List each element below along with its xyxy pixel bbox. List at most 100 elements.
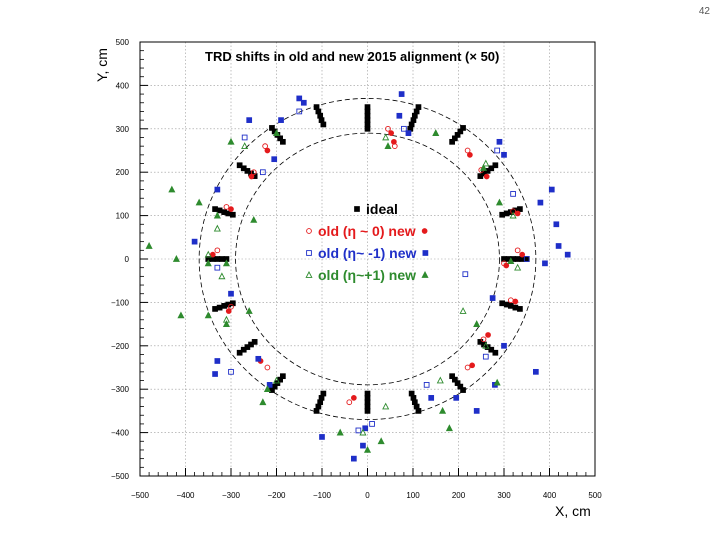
new-eta0-point	[391, 138, 397, 145]
new-eta-minus1-point	[496, 138, 503, 145]
new-eta-plus1-point	[363, 445, 372, 453]
ideal-point	[216, 304, 223, 311]
old-eta-plus1-point-group	[204, 133, 522, 436]
ideal-point	[219, 256, 225, 262]
ideal-point	[225, 210, 232, 217]
new-eta0-point	[519, 251, 526, 258]
x-tick-label: 100	[406, 491, 420, 500]
old-eta0-point	[346, 399, 353, 406]
old-eta-minus1-point	[423, 382, 430, 388]
old-eta-plus1-point	[272, 376, 281, 384]
y-tick-label: −100	[111, 298, 130, 307]
new-eta-plus1-point	[493, 378, 501, 386]
new-eta-plus1-point	[473, 320, 481, 327]
new-eta-minus1-point	[214, 358, 221, 364]
x-tick-label: 200	[452, 491, 466, 500]
old-eta0-point	[214, 247, 221, 254]
ideal-point	[320, 390, 327, 397]
new-eta-plus1-point	[384, 142, 392, 150]
old-eta-minus1-point	[494, 147, 501, 154]
new-eta-plus1-point	[204, 259, 212, 267]
old-eta0-point	[262, 143, 268, 150]
page-number: 42	[698, 6, 710, 17]
y-tick-label: 0	[125, 255, 130, 264]
old-eta0-point	[464, 364, 471, 371]
old-eta-minus1-point	[462, 271, 469, 278]
old-eta-plus1-point	[459, 307, 467, 314]
new-eta-plus1-point	[222, 320, 230, 327]
ideal-point	[280, 373, 286, 380]
legend-marker	[306, 250, 312, 256]
legend-marker	[306, 228, 312, 234]
y-tick-label: 400	[116, 81, 130, 90]
x-tick-label: 400	[543, 491, 557, 500]
ideal-point	[216, 207, 223, 214]
new-eta-minus1-point	[533, 368, 539, 375]
new-eta0-point	[351, 395, 357, 401]
new-eta0-point	[264, 147, 271, 154]
legend-marker	[421, 228, 428, 234]
axis-ticks: −500 −400 −300 −200 −100 0 100 200 300 400 500 500 4…	[111, 38, 602, 500]
old-eta-plus1-point	[514, 263, 522, 271]
legend-entry: old (η ~ 0) new	[318, 223, 416, 239]
old-eta0-point	[507, 297, 514, 304]
new-eta-minus1-point	[489, 295, 496, 301]
old-eta0-point	[385, 125, 391, 132]
y-axis-title: Y, cm	[94, 48, 110, 82]
new-eta-minus1-point	[271, 156, 278, 163]
old-eta0-point	[223, 204, 230, 210]
y-tick-label: −200	[111, 342, 130, 351]
new-eta-minus1-point	[501, 151, 507, 158]
legend-entry: old (η~+1) new	[318, 267, 416, 283]
new-eta-minus1-point	[396, 112, 403, 119]
new-eta-minus1-point	[255, 355, 262, 362]
old-eta-minus1-point	[401, 125, 407, 132]
new-eta0-point	[209, 251, 216, 258]
new-eta-minus1-point	[360, 442, 366, 449]
ideal-point	[517, 306, 523, 312]
old-eta-plus1-point	[241, 142, 249, 150]
old-eta-minus1-point	[228, 368, 234, 375]
old-eta-plus1-point	[436, 376, 444, 384]
new-eta0-point	[467, 151, 473, 158]
new-eta-plus1-point	[172, 255, 180, 262]
data-points	[145, 91, 571, 462]
new-eta-plus1-point	[263, 385, 271, 393]
legend-marker	[422, 250, 429, 256]
ideal-point	[251, 339, 258, 345]
new-eta-minus1-point	[228, 290, 234, 297]
new-eta0-point	[388, 130, 395, 136]
ideal-point	[499, 211, 506, 218]
y-tick-label: 300	[116, 125, 130, 134]
old-eta-minus1-point	[214, 264, 221, 271]
new-eta-minus1-point	[453, 395, 460, 401]
new-eta-minus1-point	[300, 99, 307, 106]
old-eta-plus1-point	[482, 341, 490, 349]
x-tick-label: −300	[222, 491, 241, 500]
legend-marker	[421, 271, 429, 278]
new-eta-plus1-point	[227, 137, 235, 145]
ideal-point	[501, 256, 507, 262]
old-eta-minus1-point	[241, 134, 248, 141]
new-eta-minus1-point	[548, 186, 555, 193]
old-eta-plus1-point	[218, 272, 226, 280]
old-eta-minus1-point	[523, 256, 530, 262]
new-eta-minus1-point	[351, 455, 357, 462]
reference-circles	[198, 98, 537, 420]
old-eta-minus1-point	[355, 427, 362, 434]
new-eta-minus1-point	[428, 395, 435, 401]
old-eta0-point	[480, 336, 487, 343]
new-eta-minus1-point	[501, 342, 507, 349]
new-eta-plus1-point	[168, 185, 176, 193]
new-eta-plus1-point	[259, 398, 267, 406]
y-tick-label: −400	[111, 429, 130, 438]
old-eta0-point	[464, 147, 471, 154]
old-eta0-point	[514, 247, 521, 254]
legend-entry: ideal	[366, 201, 398, 217]
ideal-point	[503, 301, 510, 308]
old-eta-plus1-point	[382, 402, 390, 410]
ideal-point	[492, 349, 499, 356]
new-eta0-point	[483, 173, 490, 180]
y-tick-label: 200	[116, 168, 130, 177]
